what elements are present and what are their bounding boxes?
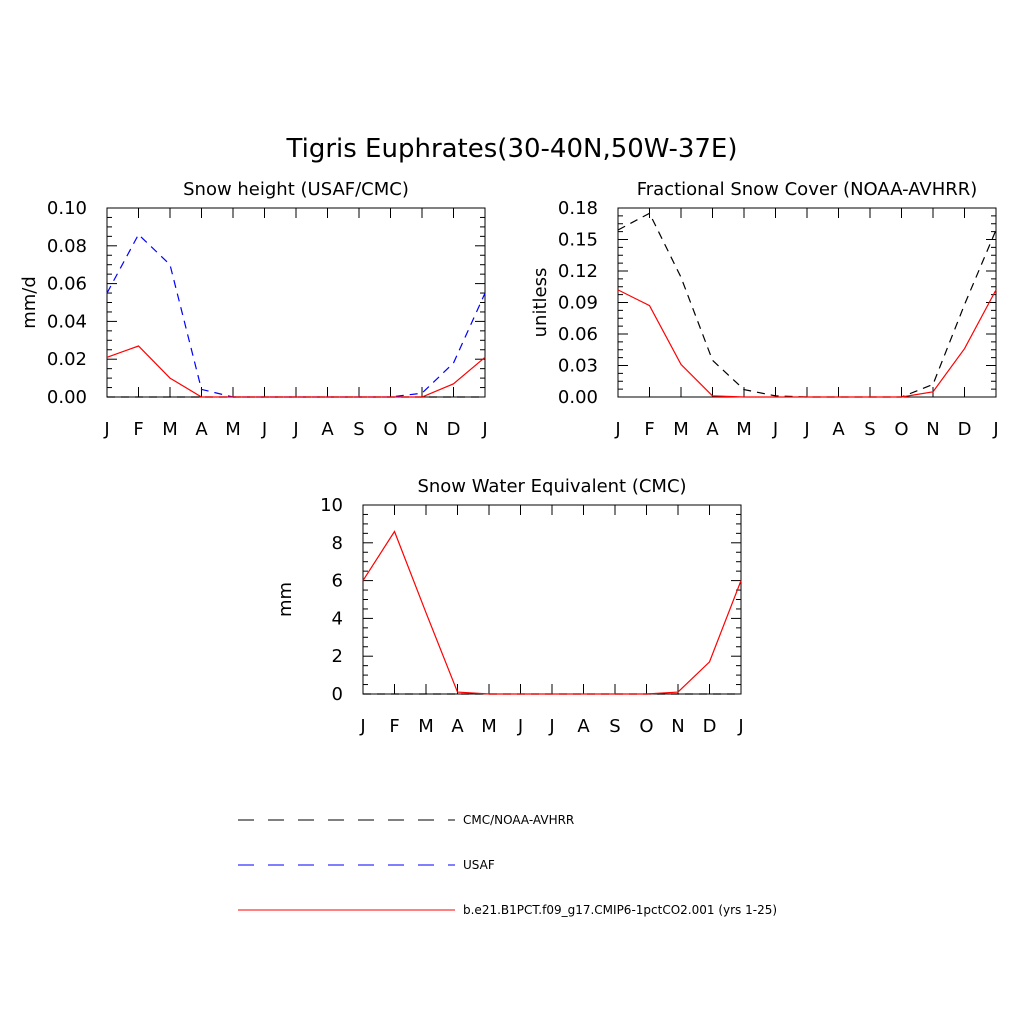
series-line-model	[106, 345, 486, 398]
y-tick-label: 0.18	[558, 198, 598, 219]
x-tick-label: S	[609, 716, 620, 737]
plot-frame	[362, 504, 742, 695]
y-tick-label: 4	[332, 608, 343, 629]
y-axis-label: mm/d	[19, 276, 40, 329]
x-tick-label: O	[639, 716, 653, 737]
x-tick-label: N	[926, 419, 939, 440]
y-tick-label: 6	[332, 571, 343, 592]
y-tick-label: 0.06	[558, 324, 598, 345]
chart-panel-2: Fractional Snow Cover (NOAA-AVHRR) unitle…	[530, 179, 999, 440]
y-tick-label: 8	[332, 533, 343, 554]
x-tick-label: S	[864, 419, 875, 440]
legend-label: CMC/NOAA-AVHRR	[463, 813, 574, 827]
legend-item: USAF	[238, 858, 495, 872]
chart-panel-3: Snow Water Equivalent (CMC)mmJ F M A M J J A S O N…	[275, 476, 744, 737]
y-tick-label: 0.04	[47, 311, 87, 332]
y-tick-label: 0.10	[47, 198, 87, 219]
panel-title: Fractional Snow Cover (NOAA-AVHRR)	[637, 179, 978, 200]
panel-title: Snow height (USAF/CMC)	[183, 179, 409, 200]
x-tick-label: M	[673, 419, 689, 440]
x-tick-label: J	[103, 419, 109, 440]
y-tick-label: 0.15	[558, 230, 598, 251]
y-tick-label: 0.12	[558, 261, 598, 282]
x-tick-label: O	[894, 419, 908, 440]
series-line-usaf	[106, 233, 486, 398]
y-tick-label: 0.00	[558, 387, 598, 408]
series-line-obs	[617, 212, 997, 398]
y-tick-label: 0.00	[47, 387, 87, 408]
x-tick-label: A	[195, 419, 208, 440]
x-tick-label: J	[992, 419, 998, 440]
y-axis-label: mm	[275, 582, 296, 617]
x-tick-label: J	[481, 419, 487, 440]
y-tick-label: 2	[332, 646, 343, 667]
x-tick-label: M	[225, 419, 241, 440]
x-tick-label: J	[517, 716, 523, 737]
x-tick-label: J	[292, 419, 298, 440]
x-tick-label: M	[481, 716, 497, 737]
x-tick-label: J	[548, 716, 554, 737]
series-line-model	[617, 289, 997, 398]
y-tick-label: 10	[320, 495, 343, 516]
x-tick-label: F	[644, 419, 654, 440]
x-tick-label: J	[614, 419, 620, 440]
y-tick-label: 0.02	[47, 349, 87, 370]
x-tick-label: A	[451, 716, 464, 737]
x-tick-label: J	[261, 419, 267, 440]
x-tick-label: A	[321, 419, 334, 440]
y-tick-label: 0.08	[47, 236, 87, 257]
x-tick-label: D	[447, 419, 461, 440]
series-line-model	[362, 530, 742, 695]
legend-label: b.e21.B1PCT.f09_g17.CMIP6-1pctCO2.001 (y…	[463, 903, 777, 917]
x-tick-label: N	[415, 419, 428, 440]
x-tick-label: J	[803, 419, 809, 440]
x-tick-label: J	[772, 419, 778, 440]
panel-title: Snow Water Equivalent (CMC)	[417, 476, 686, 497]
x-tick-label: M	[162, 419, 178, 440]
y-tick-label: 0	[332, 684, 343, 705]
y-tick-label: 0.09	[558, 293, 598, 314]
x-tick-label: S	[353, 419, 364, 440]
y-tick-label: 0.06	[47, 274, 87, 295]
chart-panel-1: Snow height (USAF/CMC)mm/dJ F M A M J J A S O N D J0…	[19, 179, 488, 440]
x-tick-label: A	[832, 419, 845, 440]
x-tick-label: D	[703, 716, 717, 737]
plot-frame	[106, 207, 486, 398]
x-tick-label: F	[389, 716, 399, 737]
x-tick-label: D	[958, 419, 972, 440]
x-tick-label: M	[736, 419, 752, 440]
x-tick-label: O	[383, 419, 397, 440]
y-axis-label: unitless	[530, 268, 551, 338]
legend-item: b.e21.B1PCT.f09_g17.CMIP6-1pctCO2.001 (y…	[238, 903, 777, 917]
x-tick-label: J	[737, 716, 743, 737]
x-tick-label: J	[359, 716, 365, 737]
legend: CMC/NOAA-AVHRR USAF b.e21.B1PCT.f09_g17.CM…	[238, 813, 777, 917]
legend-label: USAF	[463, 858, 495, 872]
x-tick-label: A	[577, 716, 590, 737]
figure-title: Tigris Euphrates(30-40N,50W-37E)	[286, 134, 738, 164]
x-tick-label: M	[418, 716, 434, 737]
plot-frame	[617, 207, 997, 398]
x-tick-label: N	[671, 716, 684, 737]
x-tick-label: F	[133, 419, 143, 440]
legend-item: CMC/NOAA-AVHRR	[238, 813, 574, 827]
x-tick-label: A	[706, 419, 719, 440]
y-tick-label: 0.03	[558, 356, 598, 377]
